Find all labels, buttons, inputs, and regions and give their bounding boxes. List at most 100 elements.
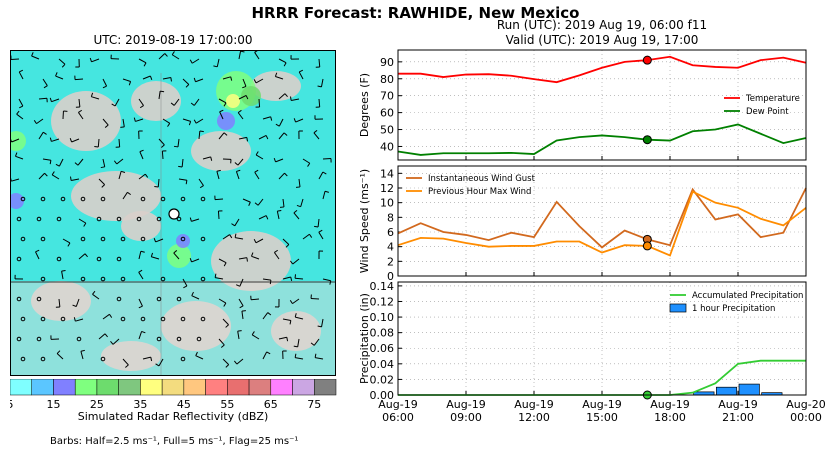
wind-barb <box>237 331 240 340</box>
wind-barb-feather <box>49 160 52 165</box>
legend-entry: Dew Point <box>746 107 789 117</box>
wind-barb <box>138 272 144 280</box>
wind-barb <box>61 271 64 280</box>
y-tick-label: 0.04 <box>370 358 395 371</box>
wind-barb <box>237 158 244 166</box>
wind-barb-feather <box>274 72 278 77</box>
wind-barb-feather <box>223 102 227 107</box>
terrain-patch <box>161 301 231 351</box>
current-time-marker <box>642 135 652 145</box>
wind-barb-feather <box>324 190 329 193</box>
wind-barb-feather <box>149 75 153 80</box>
wind-barb <box>31 55 40 60</box>
wind-barb-feather <box>128 81 132 86</box>
wind-barb <box>157 178 160 188</box>
wind-barb <box>258 98 261 108</box>
wind-barb <box>218 98 227 104</box>
wind-barb <box>310 298 320 300</box>
calm-wind-marker <box>116 256 122 262</box>
wind-barb <box>295 118 304 123</box>
wind-barb-feather <box>317 325 322 328</box>
wind-barb-feather <box>234 233 237 238</box>
terrain-patch <box>271 311 321 351</box>
colorbar-tick-label: 25 <box>90 398 104 411</box>
wind-barb <box>162 118 171 124</box>
wind-barb-feather <box>237 330 242 332</box>
y-tick-label: 10 <box>380 197 394 210</box>
wind-barb-feather <box>42 131 47 135</box>
calm-wind-marker <box>56 216 62 222</box>
calm-wind-marker <box>156 336 162 342</box>
wind-barb-feather <box>138 305 143 309</box>
wind-barb <box>215 277 224 280</box>
x-tick-label-time: 12:00 <box>518 411 550 424</box>
wind-barb-feather <box>216 169 221 172</box>
wind-barb <box>257 198 264 206</box>
calm-wind-marker <box>176 336 182 342</box>
wind-barb-feather <box>275 123 280 127</box>
wind-barb <box>71 178 80 182</box>
wind-barb-feather <box>223 132 228 136</box>
wind-barb-feather <box>72 304 77 307</box>
reflectivity-cell <box>226 94 240 108</box>
wind-barb <box>16 113 24 120</box>
wind-barb-feather <box>189 59 193 64</box>
wind-barb-feather <box>239 305 244 309</box>
y-tick-label: 80 <box>380 73 394 86</box>
wind-barb-feather <box>318 229 323 233</box>
calm-wind-marker <box>20 196 26 202</box>
panel-wind: 0 24 6 810 12 14 Wind Speed (ms⁻¹) Instantaneou… <box>358 165 807 283</box>
wind-barb-feather <box>104 333 108 338</box>
calm-wind-marker <box>20 356 26 362</box>
colorbar-swatch <box>314 379 337 396</box>
wind-barb-feather <box>120 126 125 128</box>
colorbar-tick-label: 45 <box>177 398 191 411</box>
wind-barb-feather <box>183 285 188 289</box>
wind-barb-feather <box>101 184 105 188</box>
wind-barb-feather <box>285 244 290 248</box>
wind-barb-feather <box>31 52 34 57</box>
wind-barb-feather <box>225 324 229 328</box>
wind-barb <box>318 58 321 68</box>
wind-barb-feather <box>141 330 146 334</box>
wind-barb-feather <box>144 173 149 178</box>
x-tick-label-date: Aug-19 <box>378 398 417 411</box>
wind-barb <box>198 130 201 140</box>
calm-wind-marker <box>160 316 166 322</box>
wind-barb <box>78 253 86 260</box>
wind-barb <box>58 158 64 167</box>
y-axis-label: Degrees (F) <box>358 73 371 137</box>
wind-barb <box>262 312 269 320</box>
wind-barb-feather <box>210 156 213 161</box>
wind-barb-feather <box>11 138 13 143</box>
wind-barb-feather <box>61 63 66 68</box>
wind-barb-feather <box>19 105 24 109</box>
wind-barb <box>234 218 240 227</box>
wind-barb-feather <box>231 223 236 227</box>
wind-barb <box>181 158 184 168</box>
wind-barb <box>114 98 120 107</box>
wind-barb-feather <box>133 117 136 122</box>
wind-barb <box>139 151 144 160</box>
calm-wind-marker <box>140 236 146 242</box>
calm-wind-marker <box>180 196 186 202</box>
y-tick-label: 40 <box>380 140 394 153</box>
wind-barb <box>222 358 230 365</box>
wind-barb <box>318 231 324 240</box>
colorbar-label: Simulated Radar Reflectivity (dBZ) <box>77 410 269 423</box>
wind-barb <box>222 234 230 240</box>
wind-barb <box>202 156 211 160</box>
wind-barb-feather <box>254 202 259 206</box>
wind-barb-feather <box>245 95 249 100</box>
wind-barb-feather <box>234 162 239 166</box>
wind-barb-feather <box>170 102 175 106</box>
wind-barb-feather <box>294 353 297 358</box>
wind-barb-feather <box>170 77 172 82</box>
wind-barb <box>193 98 200 106</box>
calm-wind-marker <box>180 356 186 362</box>
wind-barb-feather <box>178 165 183 168</box>
radar-map <box>10 50 336 376</box>
x-tick-label-time: 18:00 <box>654 411 686 424</box>
calm-wind-marker <box>56 256 62 262</box>
calm-wind-marker <box>180 236 186 242</box>
